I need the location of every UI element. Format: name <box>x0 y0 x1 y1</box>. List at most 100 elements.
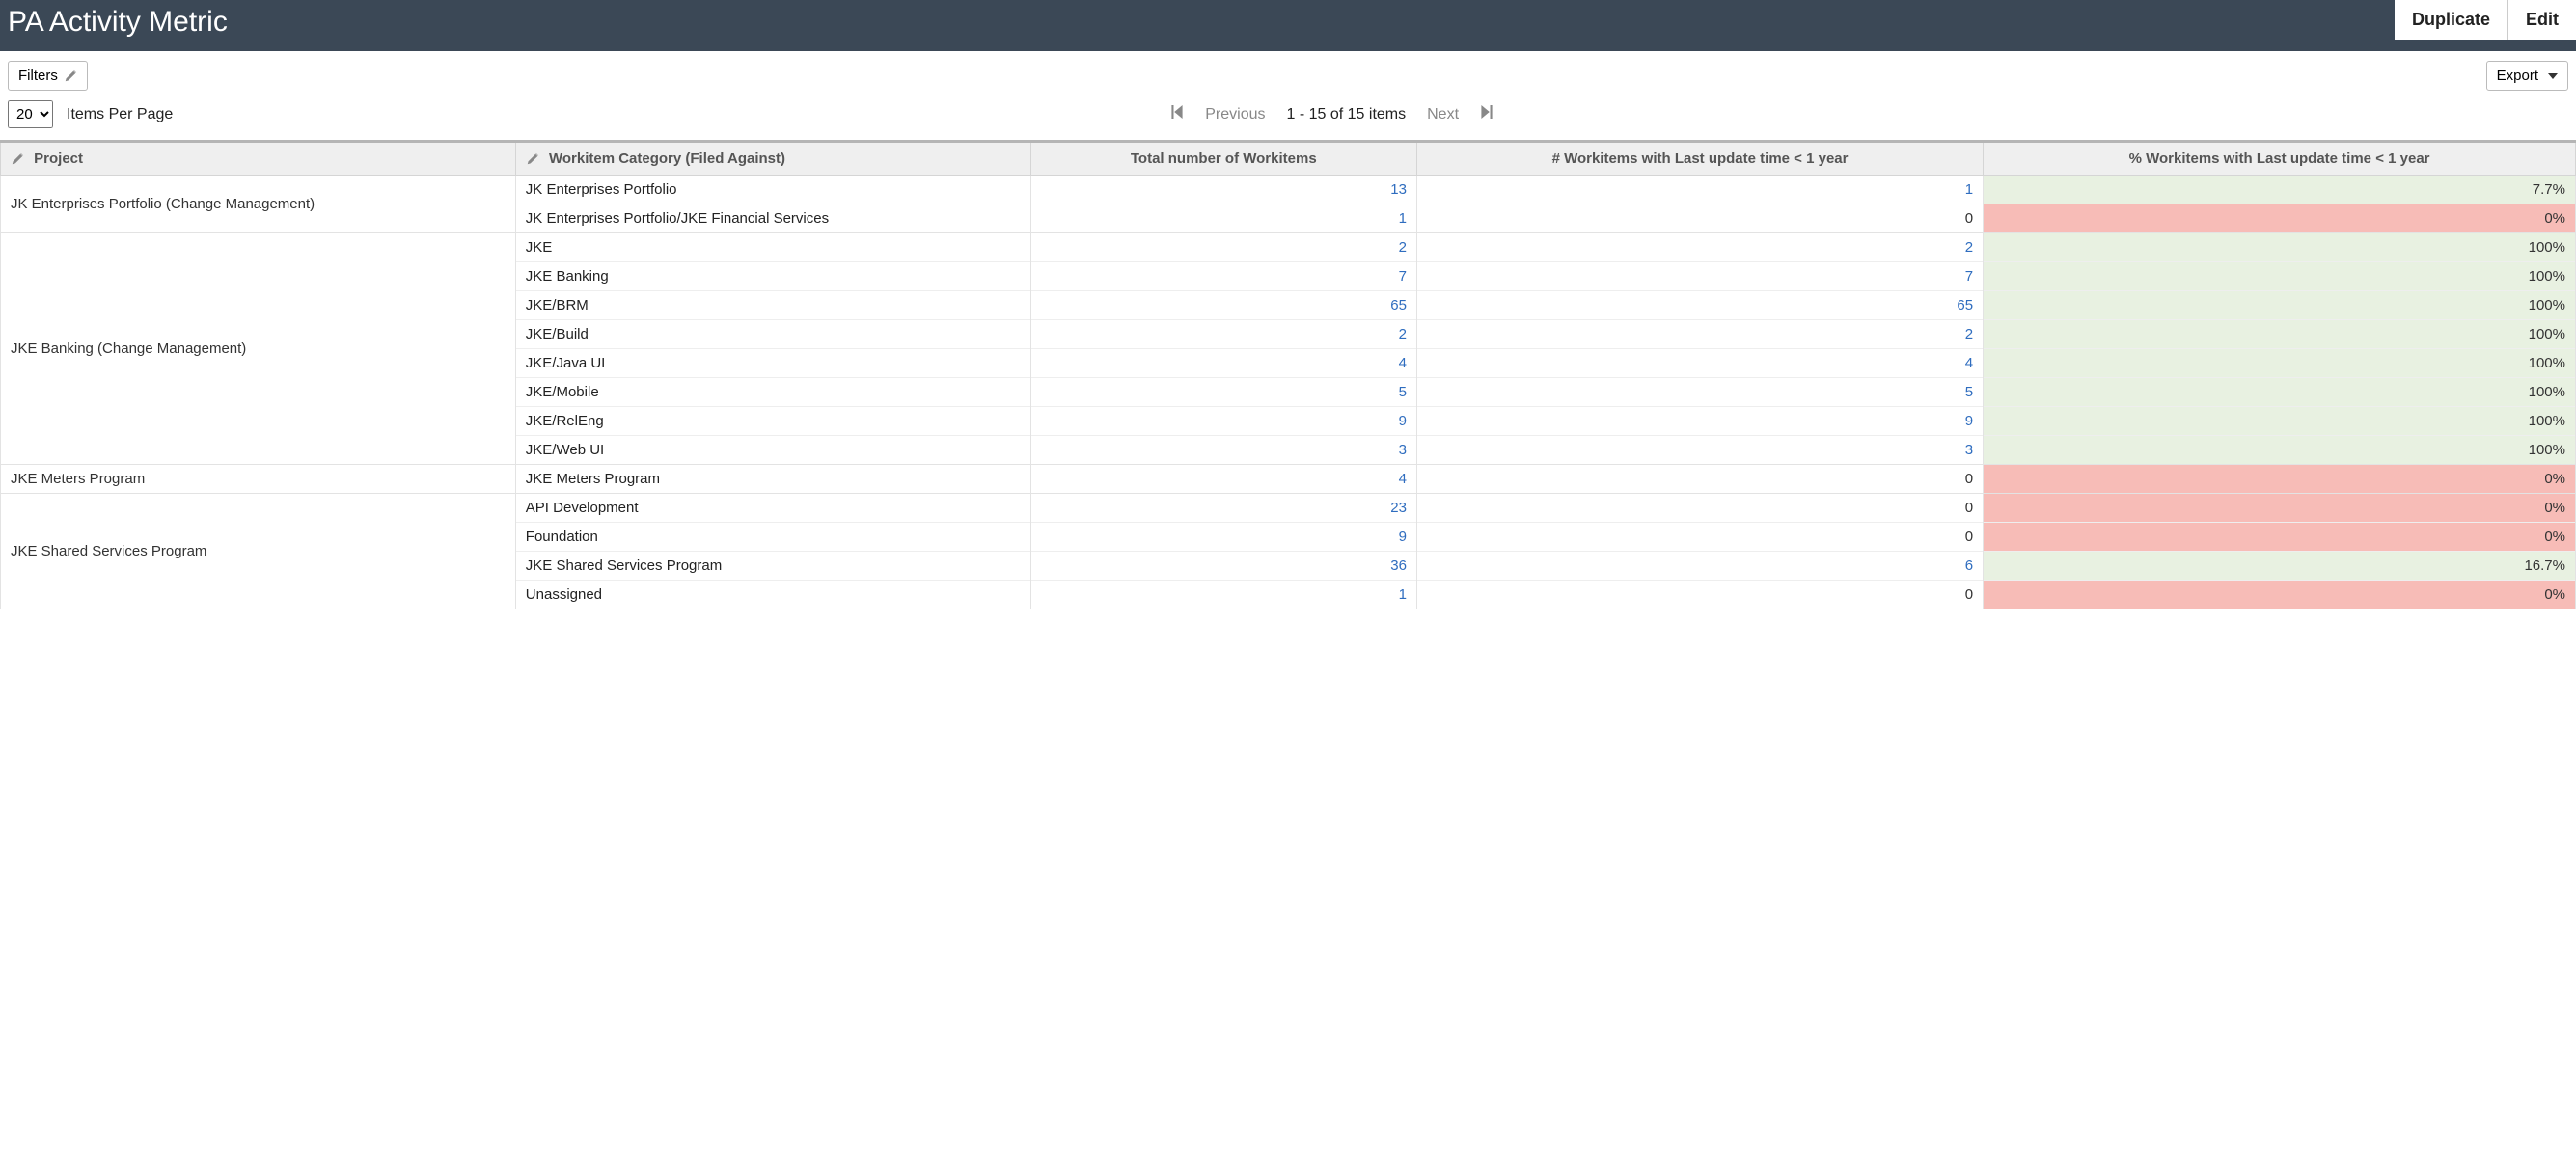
recent-link[interactable]: 3 <box>1965 442 1973 458</box>
total-link[interactable]: 2 <box>1399 326 1407 342</box>
total-link[interactable]: 36 <box>1390 557 1407 574</box>
pager-range: 1 - 15 of 15 items <box>1287 106 1407 123</box>
recent-pct-cell: 100% <box>1984 407 2576 436</box>
first-page-button[interactable] <box>1170 105 1184 123</box>
col-recent-pct[interactable]: % Workitems with Last update time < 1 ye… <box>1984 142 2576 176</box>
recent-count-cell: 3 <box>1416 436 1983 465</box>
page-header: PA Activity Metric Duplicate Edit <box>0 0 2576 51</box>
recent-link[interactable]: 2 <box>1965 326 1973 342</box>
recent-link[interactable]: 5 <box>1965 384 1973 400</box>
total-link[interactable]: 23 <box>1390 500 1407 516</box>
recent-pct-cell: 0% <box>1984 523 2576 552</box>
total-cell: 3 <box>1030 436 1416 465</box>
recent-pct-cell: 100% <box>1984 320 2576 349</box>
total-link[interactable]: 2 <box>1399 239 1407 256</box>
recent-pct-cell: 7.7% <box>1984 176 2576 204</box>
recent-link[interactable]: 1 <box>1965 181 1973 198</box>
next-button[interactable]: Next <box>1427 106 1459 123</box>
items-per-page-label: Items Per Page <box>67 106 173 123</box>
export-label: Export <box>2497 68 2538 84</box>
recent-count-cell: 9 <box>1416 407 1983 436</box>
edit-button[interactable]: Edit <box>2507 0 2576 40</box>
category-cell: JKE Banking <box>515 262 1030 291</box>
pencil-icon <box>526 152 539 166</box>
col-recent-count[interactable]: # Workitems with Last update time < 1 ye… <box>1416 142 1983 176</box>
recent-pct-cell: 0% <box>1984 581 2576 610</box>
total-link[interactable]: 9 <box>1399 413 1407 429</box>
category-cell: JKE/Java UI <box>515 349 1030 378</box>
recent-count-cell: 0 <box>1416 523 1983 552</box>
total-cell: 9 <box>1030 407 1416 436</box>
total-link[interactable]: 9 <box>1399 529 1407 545</box>
recent-pct-cell: 100% <box>1984 378 2576 407</box>
table-row: JKE Banking (Change Management)JKE22100% <box>1 233 2576 262</box>
category-cell: JKE <box>515 233 1030 262</box>
category-cell: JK Enterprises Portfolio <box>515 176 1030 204</box>
recent-link[interactable]: 2 <box>1965 239 1973 256</box>
col-total[interactable]: Total number of Workitems <box>1030 142 1416 176</box>
previous-button[interactable]: Previous <box>1205 106 1265 123</box>
total-link[interactable]: 13 <box>1390 181 1407 198</box>
col-category[interactable]: Workitem Category (Filed Against) <box>515 142 1030 176</box>
category-cell: JKE Meters Program <box>515 465 1030 494</box>
total-link[interactable]: 5 <box>1399 384 1407 400</box>
total-cell: 65 <box>1030 291 1416 320</box>
total-cell: 23 <box>1030 494 1416 523</box>
project-cell: JKE Banking (Change Management) <box>1 233 516 465</box>
total-link[interactable]: 4 <box>1399 355 1407 371</box>
total-cell: 2 <box>1030 320 1416 349</box>
total-cell: 1 <box>1030 581 1416 610</box>
col-project[interactable]: Project <box>1 142 516 176</box>
total-cell: 9 <box>1030 523 1416 552</box>
recent-count-cell: 0 <box>1416 465 1983 494</box>
recent-pct-cell: 100% <box>1984 291 2576 320</box>
recent-count-cell: 7 <box>1416 262 1983 291</box>
recent-count-cell: 0 <box>1416 204 1983 233</box>
total-link[interactable]: 65 <box>1390 297 1407 313</box>
project-cell: JK Enterprises Portfolio (Change Managem… <box>1 176 516 233</box>
table-row: JKE Meters ProgramJKE Meters Program400% <box>1 465 2576 494</box>
chevron-down-icon <box>2548 73 2558 79</box>
total-cell: 7 <box>1030 262 1416 291</box>
category-cell: JKE/BRM <box>515 291 1030 320</box>
recent-link[interactable]: 6 <box>1965 557 1973 574</box>
category-cell: JKE Shared Services Program <box>515 552 1030 581</box>
last-page-button[interactable] <box>1480 105 1494 123</box>
pencil-icon <box>11 152 24 166</box>
total-cell: 5 <box>1030 378 1416 407</box>
filters-label: Filters <box>18 68 58 84</box>
total-link[interactable]: 7 <box>1399 268 1407 285</box>
duplicate-button[interactable]: Duplicate <box>2395 0 2507 40</box>
recent-link[interactable]: 65 <box>1957 297 1973 313</box>
category-cell: Unassigned <box>515 581 1030 610</box>
filters-button[interactable]: Filters <box>8 61 88 91</box>
recent-count-cell: 0 <box>1416 494 1983 523</box>
last-page-icon <box>1480 105 1494 119</box>
total-link[interactable]: 3 <box>1399 442 1407 458</box>
recent-pct-cell: 16.7% <box>1984 552 2576 581</box>
pager-controls: Previous 1 - 15 of 15 items Next <box>186 105 2478 123</box>
recent-count-cell: 65 <box>1416 291 1983 320</box>
total-cell: 2 <box>1030 233 1416 262</box>
recent-count-cell: 5 <box>1416 378 1983 407</box>
export-button[interactable]: Export <box>2486 61 2568 91</box>
total-link[interactable]: 1 <box>1399 210 1407 227</box>
project-cell: JKE Meters Program <box>1 465 516 494</box>
total-link[interactable]: 4 <box>1399 471 1407 487</box>
recent-pct-cell: 0% <box>1984 494 2576 523</box>
category-cell: JKE/Build <box>515 320 1030 349</box>
total-cell: 4 <box>1030 465 1416 494</box>
recent-count-cell: 0 <box>1416 581 1983 610</box>
recent-link[interactable]: 4 <box>1965 355 1973 371</box>
category-cell: JKE/Mobile <box>515 378 1030 407</box>
items-per-page-select[interactable]: 20 <box>8 100 53 128</box>
toolbar: Filters Export <box>0 51 2576 96</box>
recent-count-cell: 1 <box>1416 176 1983 204</box>
total-link[interactable]: 1 <box>1399 586 1407 603</box>
category-cell: JKE/Web UI <box>515 436 1030 465</box>
total-cell: 36 <box>1030 552 1416 581</box>
recent-link[interactable]: 9 <box>1965 413 1973 429</box>
pencil-icon <box>64 69 77 83</box>
recent-count-cell: 2 <box>1416 320 1983 349</box>
recent-link[interactable]: 7 <box>1965 268 1973 285</box>
